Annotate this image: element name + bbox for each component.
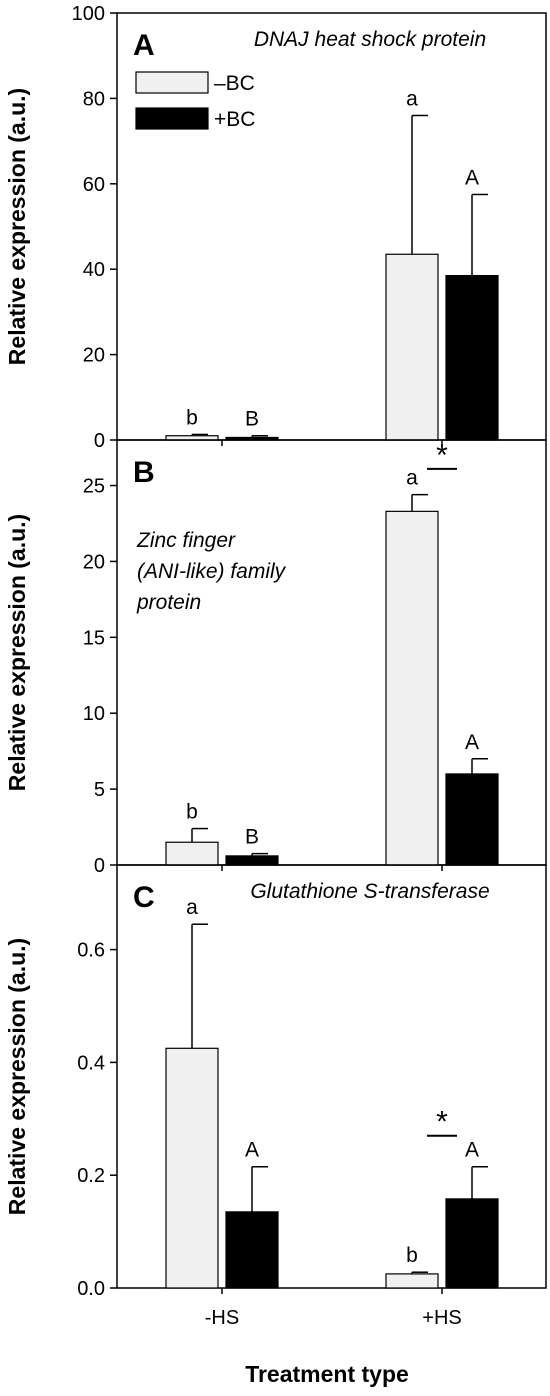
y-tick-label: 100 <box>72 3 105 25</box>
bar <box>225 1211 279 1289</box>
y-tick-label: 40 <box>83 259 105 281</box>
panel-frame <box>116 864 547 1289</box>
y-tick-label: 0 <box>94 855 105 877</box>
panel-b: 0 5 10 15 20 25 Relative expression (a.u.) B Zin… <box>4 439 547 877</box>
significance-letter: a <box>406 467 418 490</box>
legend-label: +BC <box>214 108 255 131</box>
y-tick-label: 15 <box>83 627 105 649</box>
panel-a: 0 20 40 60 80 100 Relative expression (a.u.) A D… <box>4 3 547 452</box>
gene-title: DNAJ heat shock protein <box>254 28 486 51</box>
legend-swatch <box>135 107 209 130</box>
y-tick-label: 60 <box>83 174 105 196</box>
significance-letter: B <box>245 826 259 849</box>
y-tick-label: 0.4 <box>77 1052 105 1074</box>
significance-letter: A <box>465 166 479 189</box>
x-tick-label: -HS <box>205 1307 239 1329</box>
bar <box>445 275 499 441</box>
legend: –BC +BC <box>135 71 255 131</box>
significance-letter: A <box>465 731 479 754</box>
y-tick-label: 20 <box>83 551 105 573</box>
significance-letter: b <box>406 1244 418 1267</box>
bar <box>225 855 279 866</box>
significance-letter: a <box>186 896 198 919</box>
significance-letter: b <box>186 801 198 824</box>
panel-letter: A <box>133 29 155 62</box>
gene-title-line: protein <box>136 591 201 614</box>
panel-c: 0.0 0.2 0.4 0.6 Relative expression (a.u.) C G… <box>4 864 547 1300</box>
significance-letter: B <box>245 408 259 431</box>
bar <box>165 1047 219 1289</box>
y-tick-label: 80 <box>83 88 105 110</box>
x-axis-title: Treatment type <box>245 1361 409 1387</box>
y-axis-title: Relative expression (a.u.) <box>4 88 30 365</box>
bar <box>385 253 439 441</box>
y-tick-label: 0 <box>94 430 105 452</box>
panel-letter: C <box>133 881 155 914</box>
x-tick-label: +HS <box>422 1307 461 1329</box>
significance-star: * <box>436 1106 448 1139</box>
legend-swatch <box>135 71 209 94</box>
significance-star: * <box>436 439 448 472</box>
panel-letter: B <box>133 456 155 489</box>
y-tick-label: 25 <box>83 476 105 498</box>
significance-letter: A <box>465 1139 479 1162</box>
y-axis-title: Relative expression (a.u.) <box>4 938 30 1215</box>
bar <box>165 841 219 866</box>
y-axis-title: Relative expression (a.u.) <box>4 514 30 791</box>
legend-label: –BC <box>214 72 255 95</box>
y-tick-label: 0.2 <box>77 1165 105 1187</box>
gene-title-line: (ANI-like) family <box>137 560 287 583</box>
significance-letter: b <box>186 406 198 429</box>
bar <box>445 1198 499 1289</box>
bar <box>385 1273 439 1289</box>
bar <box>445 773 499 866</box>
y-tick-label: 0.0 <box>77 1278 105 1300</box>
bar <box>385 510 439 866</box>
significance-letter: A <box>245 1139 259 1162</box>
y-tick-label: 10 <box>83 703 105 725</box>
y-tick-label: 0.6 <box>77 940 105 962</box>
significance-letter: a <box>406 87 418 110</box>
gene-title-line: Zinc finger <box>136 529 236 552</box>
gene-title: Glutathione S-transferase <box>250 880 489 903</box>
y-tick-label: 20 <box>83 345 105 367</box>
y-tick-label: 5 <box>94 779 105 801</box>
